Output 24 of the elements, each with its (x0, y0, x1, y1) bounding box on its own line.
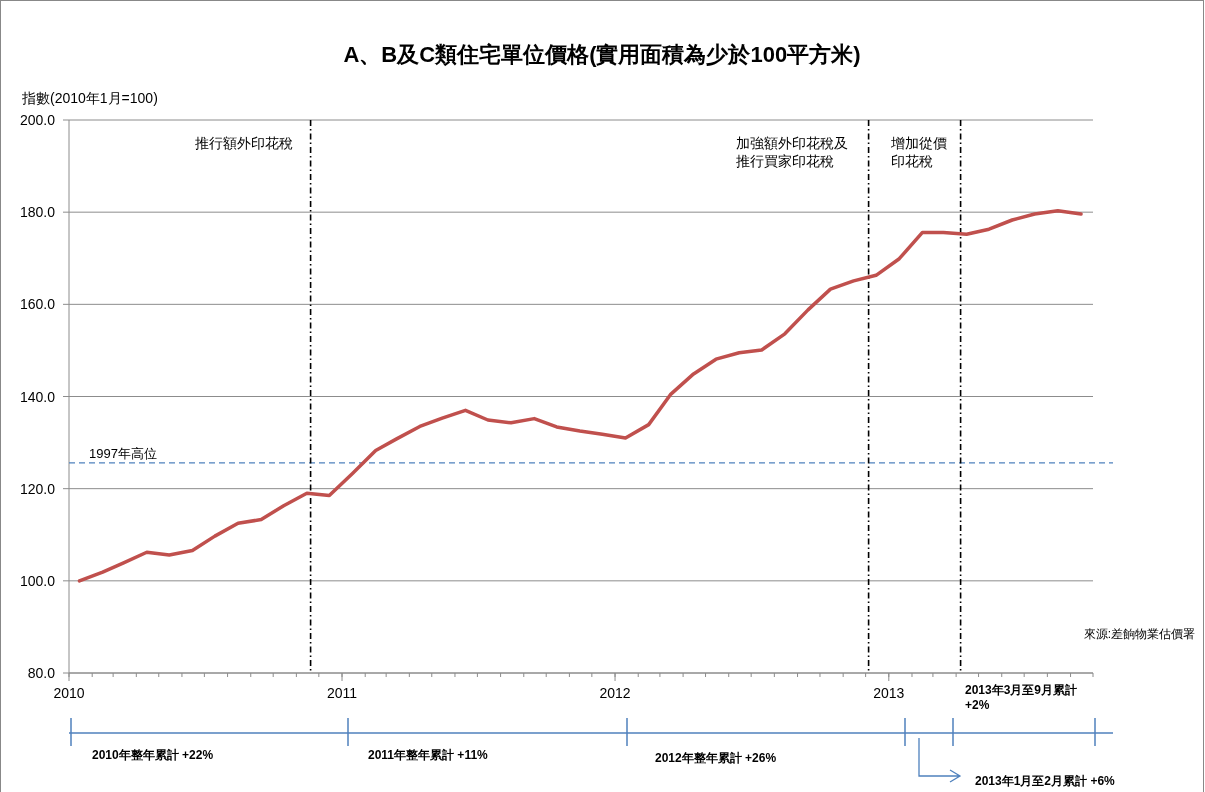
x-tick-label: 2011 (326, 685, 358, 701)
ref-line-label: 加強額外印花稅及推行買家印花稅 (735, 135, 848, 169)
y-tick-label: 140.0 (19, 388, 56, 405)
chart-title: A、B及C類住宅單位價格(實用面積為少於100平方米) (343, 42, 861, 67)
ref-line-label: 推行額外印花稅 (194, 135, 293, 151)
x-tick-label: 2013 (873, 685, 905, 701)
text: 2013年3月至9月累計 +2% (965, 683, 1078, 712)
line-series (77, 209, 1083, 583)
x-tick-label: 2012 (599, 685, 631, 701)
text: 2011年整年累計 +11% (368, 748, 489, 762)
ref-line-label: 1997年高位 (89, 445, 157, 461)
text: 2010年整年累計 +22% (92, 748, 214, 762)
ref-line-label: 增加從價印花稅 (889, 135, 947, 169)
y-tick-label: 160.0 (19, 296, 56, 313)
y-axis-title: 指數(2010年1月=100) (21, 90, 158, 106)
y-tick-label: 200.0 (19, 112, 56, 128)
y-tick-label: 100.0 (19, 572, 56, 589)
y-tick-label: 180.0 (19, 204, 56, 221)
y-tick-label: 120.0 (19, 480, 56, 497)
annotation: 來源:差餉物業估價署 (1083, 627, 1195, 641)
y-tick-label: 80.0 (27, 665, 56, 681)
text: 2012年整年累計 +26% (655, 751, 777, 765)
text: 2013年1月至2月累計 +6% (975, 774, 1116, 788)
x-tick-label: 2010 (53, 685, 85, 701)
